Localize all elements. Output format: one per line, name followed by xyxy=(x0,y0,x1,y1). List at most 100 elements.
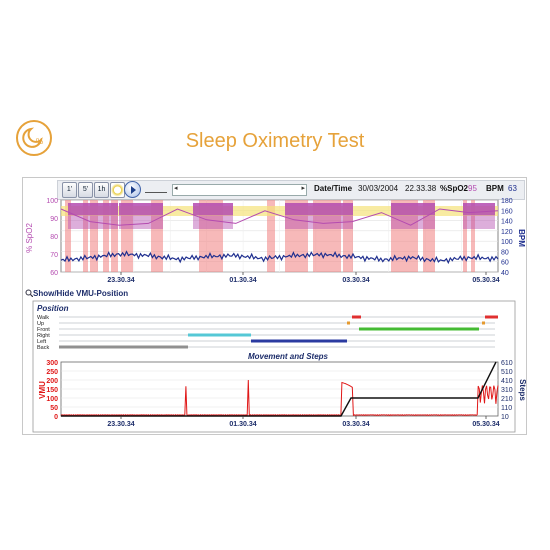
position-title: Position xyxy=(37,304,69,313)
vmu-tick-label: 150 xyxy=(46,387,58,394)
toolbar: 1' 5' 1h ◂ ▸ Date/Time 30/03/2004 22.33.… xyxy=(57,180,525,200)
night-view-button[interactable] xyxy=(110,182,125,198)
spo2-tick-label: 80 xyxy=(50,234,58,241)
x-tick-label: 01.30.34 xyxy=(229,277,256,284)
bpm-label: BPM xyxy=(486,184,504,193)
spo2-axis-label: % SpO2 xyxy=(25,223,34,253)
desaturation-band xyxy=(343,200,353,272)
vmu-axis-label: VMU xyxy=(38,381,47,399)
position-row-label: Front xyxy=(37,327,50,333)
page-title: Sleep Oximetry Test xyxy=(185,130,365,152)
spo2-tick-label: 100 xyxy=(46,198,58,205)
moon-percent-icon: % xyxy=(16,120,52,156)
desaturation-band xyxy=(285,200,308,272)
desaturation-band xyxy=(90,200,98,272)
bpm-tick-label: 140 xyxy=(501,219,513,226)
magnifier-icon[interactable] xyxy=(25,289,33,297)
zoom-1m-button[interactable]: 1' xyxy=(62,182,77,198)
desaturation-band xyxy=(83,200,88,272)
vmu-tick-label: 50 xyxy=(50,405,58,412)
bpm-tick-label: 120 xyxy=(501,229,513,236)
desaturation-band xyxy=(111,200,118,272)
play-button[interactable] xyxy=(124,181,141,198)
spo2-range-band xyxy=(61,206,498,216)
svg-text:%: % xyxy=(36,137,43,146)
spo2-dense-band xyxy=(119,203,163,215)
bpm-tick-label: 60 xyxy=(501,260,509,267)
position-segment xyxy=(352,315,361,319)
spo2-series-line xyxy=(60,208,499,226)
zoom-1h-button[interactable]: 1h xyxy=(94,182,109,198)
spo2-tick-label: 60 xyxy=(50,270,58,277)
vmu-tick-label: 200 xyxy=(46,378,58,385)
spo2-dense-band xyxy=(68,203,118,215)
steps-tick-label: 10 xyxy=(501,414,509,421)
time-value: 22.33.38 xyxy=(405,184,437,193)
bpm-tick-label: 40 xyxy=(501,270,509,277)
desaturation-band xyxy=(463,200,467,272)
spo2-tick-label: 90 xyxy=(50,216,58,223)
bpm-tick-label: 100 xyxy=(501,239,513,246)
spo2-dense-band xyxy=(193,203,233,215)
spo2-dense-band xyxy=(463,203,495,215)
bpm-tick-label: 80 xyxy=(501,249,509,256)
spo2-dip-band xyxy=(463,215,495,229)
position-bars xyxy=(59,315,498,349)
spo2-dense-band xyxy=(391,203,435,215)
spo2-tick-label: 70 xyxy=(50,252,58,259)
bpm-series-line xyxy=(60,250,499,265)
steps-tick-label: 510 xyxy=(501,369,513,376)
oximetry-chart: 100 90 80 70 60 180 160 140 120 100 80 60 40 23.30.… xyxy=(25,198,526,284)
position-segment xyxy=(251,339,347,343)
vmu-tick-label: 300 xyxy=(46,360,58,367)
x-tick-label: 03.30.34 xyxy=(342,421,369,428)
scroll-right-icon[interactable]: ▸ xyxy=(301,185,305,192)
desaturation-band xyxy=(471,200,475,272)
desaturation-band xyxy=(423,200,435,272)
steps-tick-label: 110 xyxy=(501,405,512,412)
movement-title: Movement and Steps xyxy=(248,352,329,361)
x-tick-label: 23.30.34 xyxy=(107,277,134,284)
spo2-dip-band xyxy=(391,215,435,229)
steps-tick-label: 310 xyxy=(501,387,513,394)
show-hide-vmu-link[interactable]: Show/Hide VMU-Position xyxy=(33,289,129,298)
position-segment xyxy=(347,321,350,325)
desaturation-band xyxy=(103,200,109,272)
spo2-band xyxy=(61,203,498,229)
position-row-label: Back xyxy=(37,345,49,351)
time-scrollbar[interactable]: ◂ ▸ xyxy=(172,184,307,196)
spo2-dense-band xyxy=(285,203,353,215)
speed-slider[interactable] xyxy=(145,190,167,193)
position-segment xyxy=(188,333,251,337)
position-row-label: Up xyxy=(37,321,44,327)
position-segment xyxy=(59,345,188,349)
steps-tick-label: 610 xyxy=(501,360,513,367)
spo2-value: 95 xyxy=(468,184,477,193)
scroll-left-icon[interactable]: ◂ xyxy=(174,185,178,192)
bpm-tick-label: 180 xyxy=(501,198,513,205)
bpm-axis-label: BPM xyxy=(517,229,526,247)
zoom-5m-button[interactable]: 5' xyxy=(78,182,93,198)
x-tick-label: 05.30.34 xyxy=(472,421,499,428)
position-row-label: Right xyxy=(37,333,50,339)
steps-series-line xyxy=(61,361,497,417)
x-tick-label: 05.30.34 xyxy=(472,277,499,284)
vmu-series-line xyxy=(60,379,499,417)
vmu-tick-label: 250 xyxy=(46,369,58,376)
vmu-tick-label: 0 xyxy=(54,414,58,421)
position-segment xyxy=(482,321,485,325)
steps-tick-label: 410 xyxy=(501,378,513,385)
datetime-label: Date/Time xyxy=(314,184,353,193)
position-segment xyxy=(359,327,479,331)
x-tick-label: 01.30.34 xyxy=(229,421,256,428)
position-row-label: Walk xyxy=(37,315,49,321)
position-row-label: Left xyxy=(37,339,47,345)
steps-axis-label: Steps xyxy=(518,379,526,401)
x-tick-label: 23.30.34 xyxy=(107,421,134,428)
position-segment xyxy=(485,315,498,319)
desaturation-band xyxy=(267,200,275,272)
spo2-dip-band xyxy=(119,215,163,229)
vmu-tick-label: 100 xyxy=(46,396,58,403)
spo2-dip-band xyxy=(285,215,353,229)
